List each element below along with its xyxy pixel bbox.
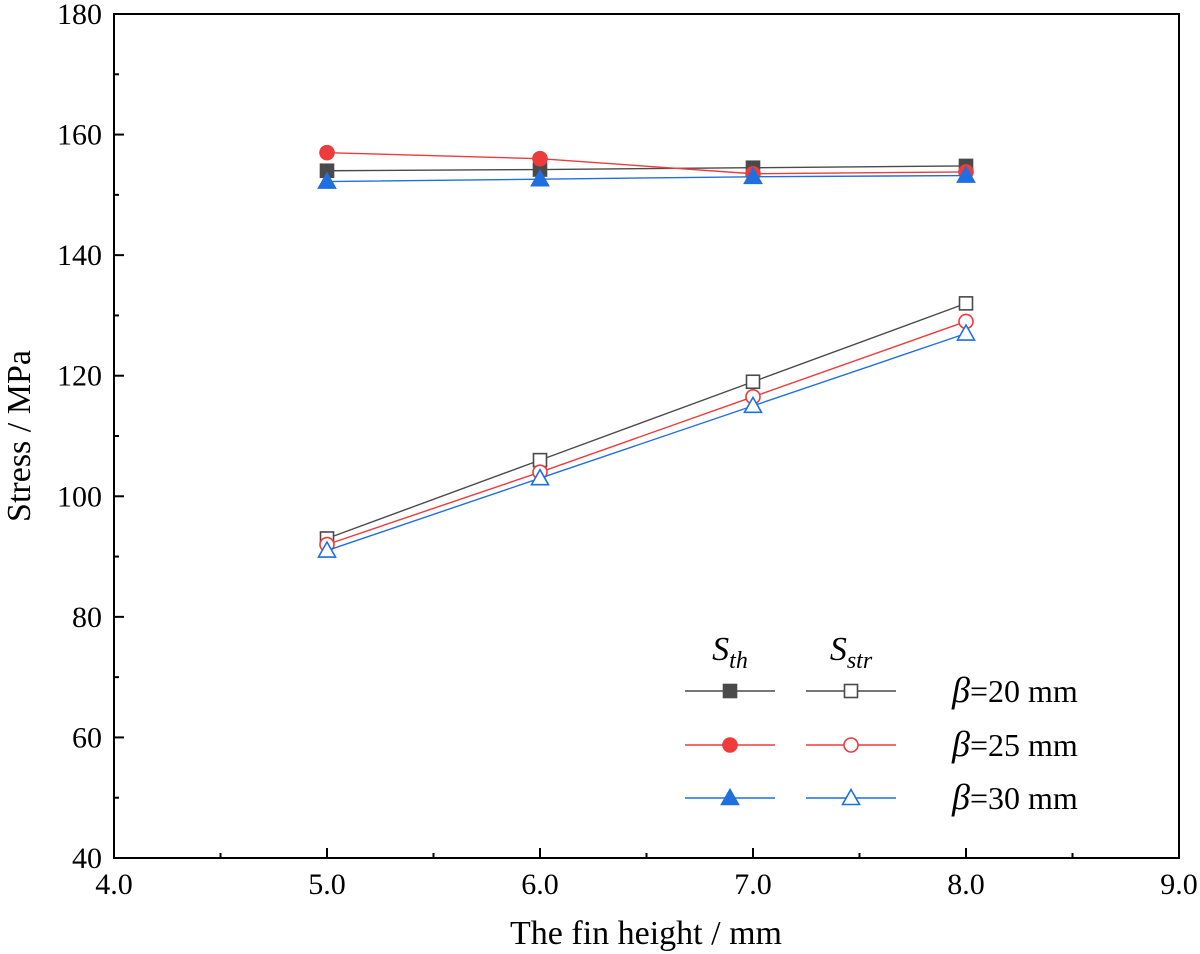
data-point-str-0 [958,296,974,311]
legend: Sth Sstr β=20 mm β=25 mm β=30 mm [685,631,1078,817]
x-tick-label: 4.0 [95,868,133,901]
legend-marker-str [841,787,861,806]
data-point-str-0 [745,374,761,390]
data-point-th-2 [743,166,763,185]
y-axis-title: Stress / MPa [1,350,38,522]
series-line-th-1 [326,151,967,175]
legend-header-sth: Sth [712,631,748,674]
y-tick-label: 120 [57,360,102,393]
series-line-str-2 [326,332,967,552]
y-tick-label: 100 [57,480,102,513]
series-line-th-0 [326,165,967,172]
series-line-th-2 [326,174,967,183]
x-tick-label: 6.0 [521,868,559,901]
x-tick-label: 7.0 [734,868,772,901]
legend-label: β=25 mm [951,724,1078,764]
data-point-str-2 [530,468,550,486]
legend-label: β=30 mm [951,777,1078,817]
y-tick-label: 160 [57,119,102,152]
data-point-th-2 [956,165,976,183]
x-tick-label: 9.0 [1160,868,1198,901]
y-tick-label: 40 [72,842,102,875]
legend-header-sstr: Sstr [830,631,873,674]
y-tick-label: 60 [72,721,102,754]
legend-label: β=20 mm [951,670,1078,710]
series-line-str-1 [326,320,967,546]
series-layer [317,144,976,558]
data-point-str-2 [317,540,337,558]
axis-ticks: 4.0 5.0 6.0 7.0 8.0 9.0 40 60 80 100 120 140 160 180 [57,0,1198,901]
data-point-th-1 [532,150,548,167]
x-tick-label: 5.0 [308,868,346,901]
data-point-th-2 [317,171,337,189]
data-point-th-1 [319,144,335,161]
legend-marker-th [722,737,738,753]
data-point-str-2 [743,395,763,414]
data-point-th-2 [530,169,550,187]
legend-marker-th [720,787,740,806]
series-line-str-0 [326,302,967,540]
y-tick-label: 80 [72,601,102,634]
data-point-str-2 [956,323,976,341]
y-tick-label: 140 [57,239,102,272]
legend-marker-th [722,683,738,699]
legend-marker-str [843,683,859,699]
x-tick-label: 8.0 [947,868,985,901]
x-axis-title: The fin height / mm [510,915,782,952]
y-tick-label: 180 [57,0,102,31]
legend-marker-str [843,737,859,753]
